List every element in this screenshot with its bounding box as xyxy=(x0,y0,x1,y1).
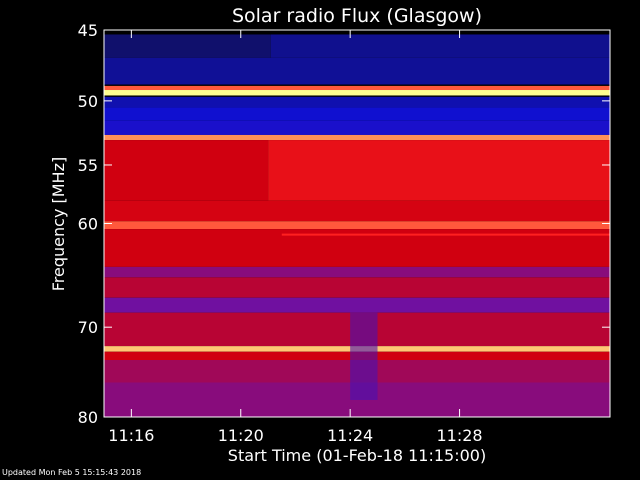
y-tick-label-80: 80 xyxy=(78,408,98,427)
heatmap-band-8-a xyxy=(104,140,269,201)
heatmap-band-7 xyxy=(104,134,610,141)
y-axis-label: Frequency [MHz] xyxy=(49,157,68,291)
heatmap-band-3 xyxy=(104,90,610,96)
heatmap-band-0-a xyxy=(104,34,271,58)
x-axis: 11:16 11:20 11:24 11:28 xyxy=(108,30,483,445)
heatmap-band-13 xyxy=(104,277,610,298)
heatmap-band-1 xyxy=(104,57,610,85)
heatmap-band-4 xyxy=(104,96,610,108)
y-tick-label-60: 60 xyxy=(78,215,98,234)
heatmap-band-8-b xyxy=(268,140,610,201)
heatmap-band-2 xyxy=(104,85,610,91)
heatmap-feature-region-1 xyxy=(350,312,378,400)
heatmap-band-12 xyxy=(104,266,610,278)
x-tick-label-28: 11:28 xyxy=(437,426,483,445)
x-tick-label-20: 11:20 xyxy=(218,426,264,445)
y-tick-label-55: 55 xyxy=(78,156,98,175)
heatmap-band-6 xyxy=(104,120,610,135)
y-tick-label-45: 45 xyxy=(78,21,98,40)
chart-title: Solar radio Flux (Glasgow) xyxy=(232,5,482,27)
x-tick-label-24: 11:24 xyxy=(327,426,373,445)
heatmap-area xyxy=(104,34,610,417)
updated-timestamp: Updated Mon Feb 5 15:15:43 2018 xyxy=(2,468,142,477)
heatmap-band-10 xyxy=(104,221,610,230)
heatmap-band-0-b xyxy=(270,34,610,58)
y-axis: 45 50 55 60 70 80 xyxy=(78,21,610,427)
x-axis-label: Start Time (01-Feb-18 11:15:00) xyxy=(228,446,486,465)
heatmap-band-14 xyxy=(104,297,610,313)
heatmap-band-9 xyxy=(104,200,610,222)
y-tick-label-50: 50 xyxy=(78,92,98,111)
heatmap-band-5 xyxy=(104,107,610,121)
y-tick-label-70: 70 xyxy=(78,318,98,337)
x-tick-label-16: 11:16 xyxy=(108,426,154,445)
